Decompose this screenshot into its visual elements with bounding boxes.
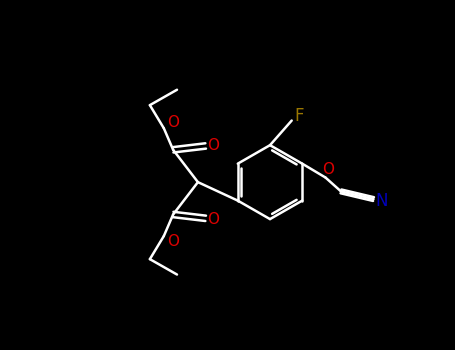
- Text: O: O: [207, 212, 219, 228]
- Text: O: O: [167, 234, 179, 249]
- Text: O: O: [322, 162, 334, 177]
- Text: O: O: [167, 116, 179, 130]
- Text: F: F: [294, 107, 303, 125]
- Text: O: O: [207, 138, 219, 153]
- Text: N: N: [375, 193, 388, 210]
